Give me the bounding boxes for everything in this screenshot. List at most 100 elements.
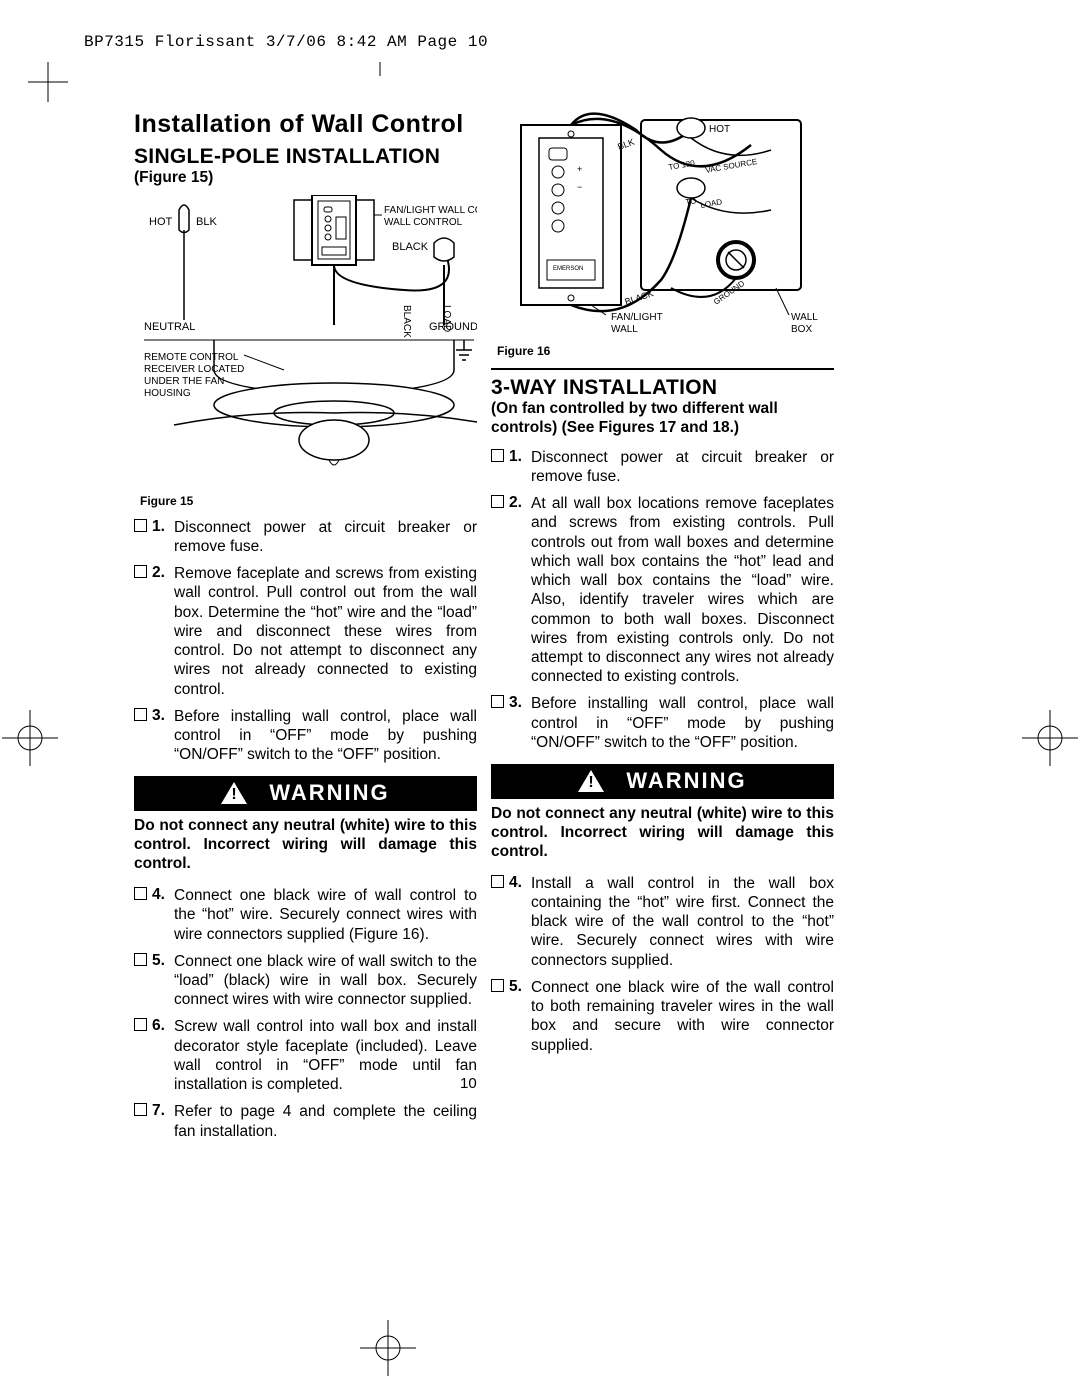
right-column: + − EMERSON BLK HOT TO 120 VAC SOURCE TO…	[491, 110, 834, 1149]
warning-icon	[578, 770, 604, 792]
divider	[491, 368, 834, 370]
step-number: 3.	[152, 707, 174, 765]
step-number: 3.	[509, 694, 531, 752]
instruction-step: 1.Disconnect power at circuit breaker or…	[491, 448, 834, 486]
steps-group-b: 4.Connect one black wire of wall control…	[134, 886, 477, 1141]
step-text: At all wall box locations remove facepla…	[531, 494, 834, 686]
step-number: 4.	[152, 886, 174, 944]
svg-text:UNDER THE FAN: UNDER THE FAN	[144, 376, 224, 387]
checkbox-icon	[491, 694, 509, 752]
warning-text: Do not connect any neutral (white) wire …	[491, 805, 834, 862]
instruction-step: 7.Refer to page 4 and complete the ceili…	[134, 1102, 477, 1140]
step-text: Refer to page 4 and complete the ceiling…	[174, 1102, 477, 1140]
label-emerson: EMERSON	[553, 266, 583, 272]
svg-text:VAC SOURCE: VAC SOURCE	[705, 157, 758, 175]
svg-text:TO 120: TO 120	[668, 158, 696, 172]
instruction-step: 5.Connect one black wire of wall switch …	[134, 952, 477, 1010]
step-text: Connect one black wire of the wall contr…	[531, 978, 834, 1055]
step-text: Before installing wall control, place wa…	[174, 707, 477, 765]
reg-target	[2, 710, 58, 766]
checkbox-icon	[134, 518, 152, 556]
instruction-step: 3.Before installing wall control, place …	[134, 707, 477, 765]
step-number: 7.	[152, 1102, 174, 1140]
section-heading: 3-WAY INSTALLATION	[491, 376, 834, 400]
step-text: Disconnect power at circuit breaker or r…	[174, 518, 477, 556]
checkbox-icon	[134, 1102, 152, 1140]
step-number: 5.	[152, 952, 174, 1010]
warning-text: Do not connect any neutral (white) wire …	[134, 817, 477, 874]
label-remote: REMOTE CONTROL	[144, 352, 239, 363]
figure-caption: Figure 16	[497, 344, 834, 358]
label-neutral: NEUTRAL	[144, 321, 195, 333]
step-text: Screw wall control into wall box and ins…	[174, 1017, 477, 1094]
svg-text:+: +	[577, 164, 582, 174]
steps-group-a: 1.Disconnect power at circuit breaker or…	[134, 518, 477, 765]
warning-banner: WARNING	[134, 776, 477, 811]
instruction-step: 3.Before installing wall control, place …	[491, 694, 834, 752]
checkbox-icon	[134, 707, 152, 765]
label-blk: BLK	[196, 216, 217, 228]
left-column: Installation of Wall Control SINGLE-POLE…	[134, 110, 477, 1149]
svg-text:−: −	[577, 182, 582, 192]
checkbox-icon	[491, 448, 509, 486]
label-black-r: BLACK	[624, 288, 655, 307]
instruction-step: 4.Connect one black wire of wall control…	[134, 886, 477, 944]
page-number: 10	[460, 1075, 481, 1092]
instruction-step: 5.Connect one black wire of the wall con…	[491, 978, 834, 1055]
steps-group-a: 1.Disconnect power at circuit breaker or…	[491, 448, 834, 752]
warning-banner: WARNING	[491, 764, 834, 799]
step-text: Install a wall control in the wall box c…	[531, 874, 834, 970]
label-fanlight: FAN/LIGHT WALL CONTROL	[384, 205, 477, 216]
label-black: BLACK	[392, 241, 429, 253]
figure-16-diagram: + − EMERSON BLK HOT TO 120 VAC SOURCE TO…	[491, 110, 834, 340]
step-text: Connect one black wire of wall switch to…	[174, 952, 477, 1010]
page-title: Installation of Wall Control	[134, 110, 477, 139]
instruction-step: 4.Install a wall control in the wall box…	[491, 874, 834, 970]
reg-target	[1022, 710, 1078, 766]
checkbox-icon	[134, 952, 152, 1010]
crop-mark	[28, 62, 68, 102]
svg-text:WALL: WALL	[791, 312, 818, 323]
warning-label: WARNING	[626, 768, 746, 794]
page-content: Installation of Wall Control SINGLE-POLE…	[134, 110, 834, 1149]
step-text: Connect one black wire of wall control t…	[174, 886, 477, 944]
warning-label: WARNING	[269, 780, 389, 806]
figure-reference: (Figure 15)	[134, 169, 477, 187]
instruction-step: 2.At all wall box locations remove facep…	[491, 494, 834, 686]
section-subnote: (On fan controlled by two different wall…	[491, 400, 834, 438]
checkbox-icon	[134, 1017, 152, 1094]
label-black-v: BLACK	[401, 305, 412, 338]
steps-group-b: 4.Install a wall control in the wall box…	[491, 874, 834, 1055]
step-text: Disconnect power at circuit breaker or r…	[531, 448, 834, 486]
svg-text:RECEIVER LOCATED: RECEIVER LOCATED	[144, 364, 244, 375]
svg-text:FAN/LIGHT: FAN/LIGHT	[611, 312, 663, 323]
checkbox-icon	[491, 494, 509, 686]
step-text: Before installing wall control, place wa…	[531, 694, 834, 752]
checkbox-icon	[491, 874, 509, 970]
checkbox-icon	[491, 978, 509, 1055]
crop-mark	[360, 62, 400, 76]
step-number: 2.	[509, 494, 531, 686]
label-hot: HOT	[149, 216, 173, 228]
reg-target	[360, 1320, 416, 1376]
instruction-step: 6.Screw wall control into wall box and i…	[134, 1017, 477, 1094]
print-header: BP7315 Florissant 3/7/06 8:42 AM Page 10	[84, 33, 488, 51]
section-heading: SINGLE-POLE INSTALLATION	[134, 145, 477, 169]
step-number: 6.	[152, 1017, 174, 1094]
instruction-step: 2.Remove faceplate and screws from exist…	[134, 564, 477, 699]
checkbox-icon	[134, 564, 152, 699]
step-text: Remove faceplate and screws from existin…	[174, 564, 477, 699]
warning-icon	[221, 782, 247, 804]
label-hot-r: HOT	[709, 124, 730, 135]
label-ground: GROUND	[429, 321, 477, 333]
svg-text:WALL: WALL	[611, 324, 638, 335]
step-number: 5.	[509, 978, 531, 1055]
figure-caption: Figure 15	[140, 494, 477, 508]
step-number: 4.	[509, 874, 531, 970]
svg-text:WALL CONTROL: WALL CONTROL	[384, 217, 463, 228]
instruction-step: 1.Disconnect power at circuit breaker or…	[134, 518, 477, 556]
figure-15-diagram: FAN/LIGHT WALL CONTROL WALL CONTROL HOT …	[134, 195, 477, 490]
svg-text:BOX: BOX	[791, 324, 812, 335]
step-number: 1.	[152, 518, 174, 556]
step-number: 2.	[152, 564, 174, 699]
